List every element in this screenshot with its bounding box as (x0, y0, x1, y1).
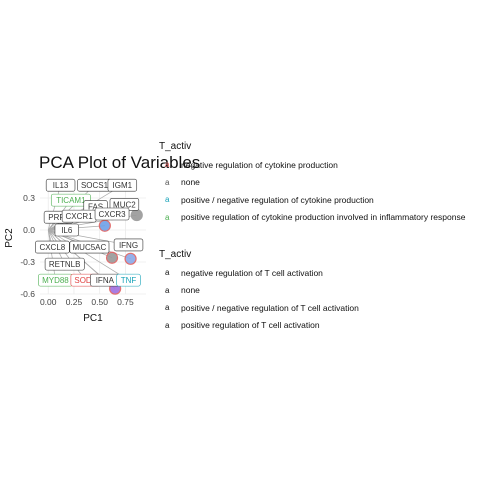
x-tick-label: 0.50 (91, 297, 108, 307)
point-label-box (54, 223, 79, 237)
point-label-box (50, 193, 91, 207)
y-tick-label: -0.3 (20, 257, 35, 267)
point-label: IFNG (119, 241, 138, 250)
point-label-box (35, 240, 70, 254)
point-label: FAS (88, 203, 103, 212)
legend-title: T_activ (159, 141, 192, 152)
point-label: TICAM1 (56, 196, 86, 205)
point-label-box (94, 207, 130, 221)
legend-key: a (165, 268, 170, 278)
x-tick-label: 0.75 (117, 297, 134, 307)
point-label: CXCL8 (39, 243, 65, 252)
point-label: CXCR1 (66, 212, 94, 221)
point-label: TNF (121, 276, 137, 285)
legend-item: a none (159, 174, 465, 192)
legend-key: a (165, 285, 170, 295)
point-label: MUC5AC (73, 243, 107, 252)
point-label: IL6 (61, 226, 73, 235)
data-point (105, 251, 119, 264)
legend-title: T_activ (159, 249, 192, 260)
legend-item: a negative regulation of cytokine produc… (159, 156, 465, 174)
point-label: IL13 (53, 181, 69, 190)
point-label: IGM1 (113, 181, 133, 190)
point-label-box (69, 240, 110, 254)
chart-title: PCA Plot of Variables (39, 153, 201, 172)
point-label-box (45, 178, 76, 192)
x-tick-label: 0.25 (66, 297, 83, 307)
legend-item: a positive regulation of T cell activati… (159, 317, 359, 335)
point-label-box (107, 178, 138, 192)
y-tick-label: 0.0 (23, 225, 35, 235)
x-axis-title: PC1 (83, 313, 103, 324)
legend-label: negative regulation of cytokine producti… (181, 159, 338, 170)
legend-key: a (165, 320, 170, 330)
point-label: MYD88 (42, 276, 69, 285)
point-label-box (113, 238, 144, 252)
loading-vector (47, 229, 86, 281)
legend-item: a positive / negative regulation of T ce… (159, 299, 359, 317)
legend-key: a (165, 303, 170, 313)
point-label-box (44, 257, 85, 271)
legend-key: a (165, 195, 170, 205)
x-tick-label: 0.00 (40, 297, 57, 307)
legend-label: negative regulation of T cell activation (181, 267, 323, 278)
y-tick-label: -0.6 (20, 289, 35, 299)
data-point (130, 208, 143, 222)
data-point (98, 219, 111, 232)
legend-label: positive regulation of T cell activation (181, 320, 320, 331)
point-label: SOD1 (74, 276, 96, 285)
legend-tcell: T_activ a negative regulation of T cell … (159, 249, 359, 334)
data-point (124, 252, 137, 265)
legend-item: a positive / negative regulation of cyto… (159, 191, 465, 209)
point-label: PRF1 (48, 213, 69, 222)
legend-item: a positive regulation of cytokine produc… (159, 209, 465, 227)
legend-cytokine: T_activ a negative regulation of cytokin… (159, 141, 465, 226)
legend-item: a none (159, 282, 359, 300)
point-label: CXCR3 (98, 210, 126, 219)
loading-vector (48, 229, 129, 281)
point-label: MUC2 (113, 200, 136, 209)
loading-vector (47, 229, 56, 281)
point-label: SOCS1 (81, 181, 109, 190)
legend-label: positive regulation of cytokine producti… (181, 212, 466, 223)
legend-label: positive / negative regulation of cytoki… (181, 194, 374, 205)
y-axis-title: PC2 (4, 228, 15, 248)
y-tick-label: 0.3 (23, 193, 35, 203)
legend-key: a (165, 212, 170, 222)
point-label-box (116, 273, 141, 287)
point-label: IFNA (96, 276, 115, 285)
legend-item: a negative regulation of T cell activati… (159, 264, 359, 282)
legend-key: a (165, 177, 170, 187)
point-label: RETNLB (49, 260, 81, 269)
legend-label: none (181, 285, 200, 296)
legend-label: none (181, 177, 200, 188)
legend-label: positive / negative regulation of T cell… (181, 302, 359, 313)
legend-key: a (165, 160, 170, 170)
